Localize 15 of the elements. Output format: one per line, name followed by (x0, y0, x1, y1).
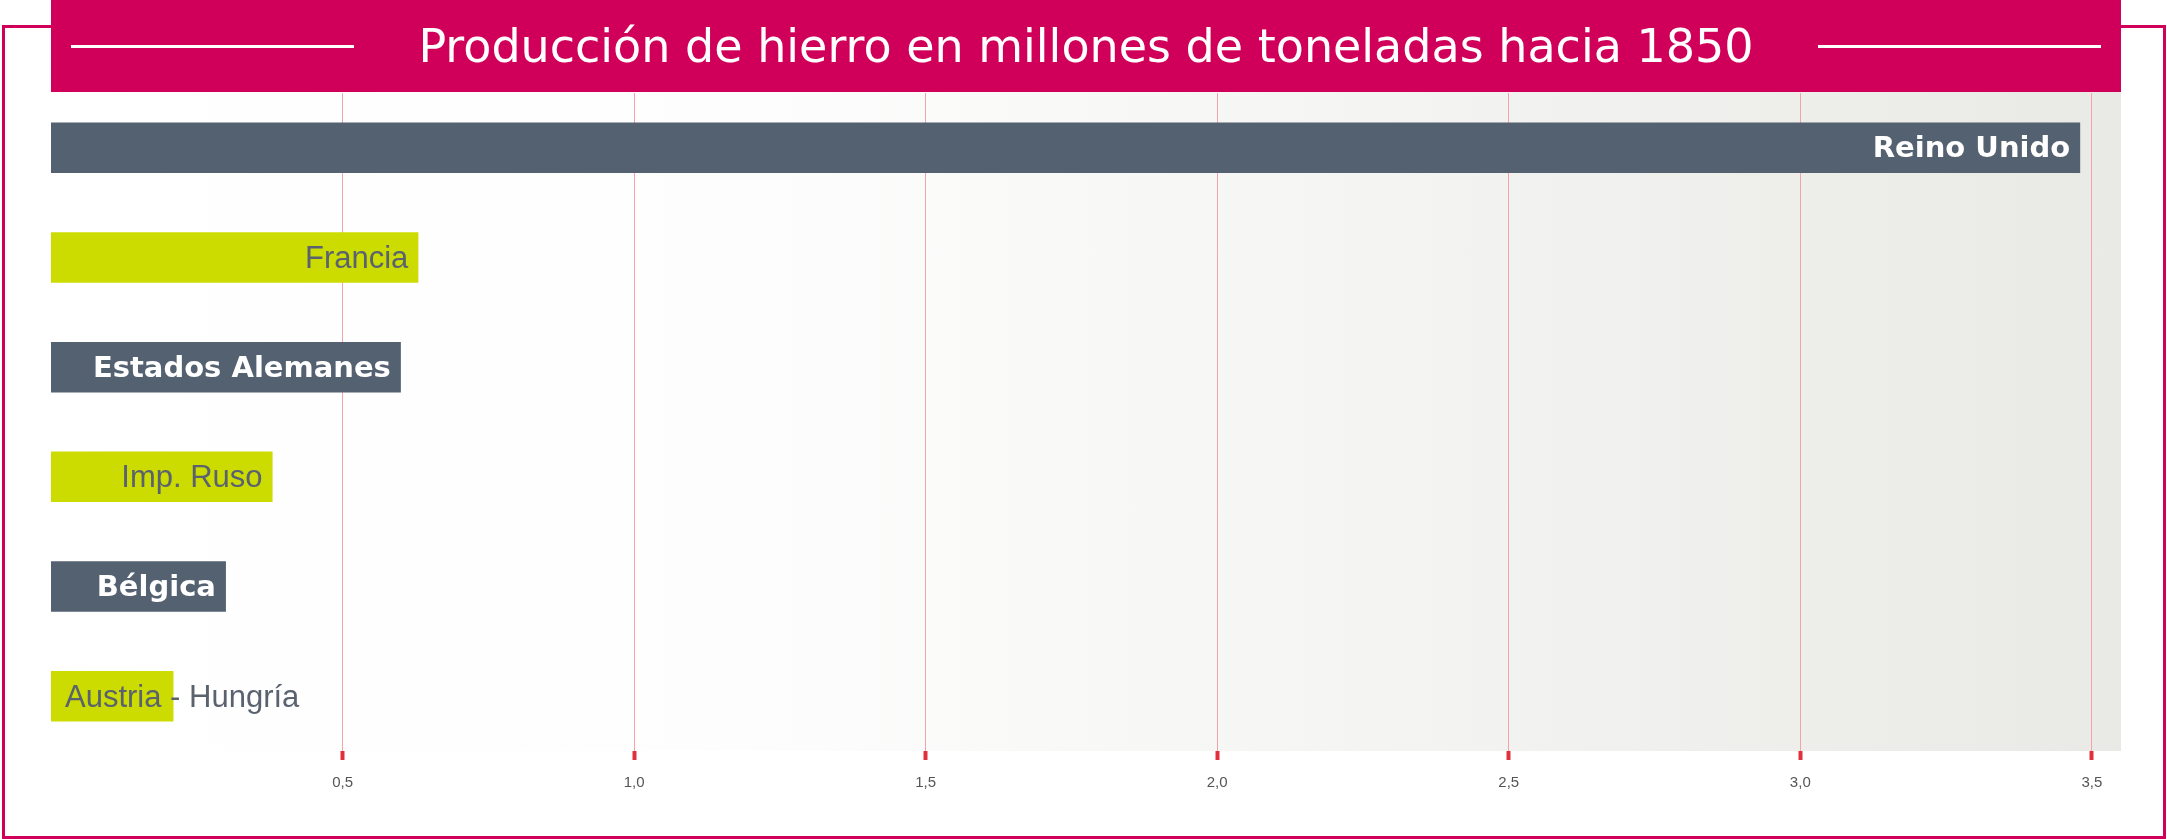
x-tick-label: 3,0 (1789, 773, 1811, 791)
bar (51, 122, 2081, 174)
y-tick-label: Reino Unido (1872, 130, 2071, 165)
x-tick-label: 3,5 (2081, 773, 2103, 791)
y-tick-label: Imp. Ruso (121, 459, 263, 495)
x-tick-label: 1,0 (623, 773, 645, 791)
chart-title: Producción de hierro en millones de toneladas hacia 1850 (418, 19, 1754, 73)
y-tick-label: Estados Alemanes (92, 349, 391, 384)
x-tick-label: 2,0 (1206, 773, 1228, 791)
y-tick-label: Francia (304, 240, 410, 276)
bar (51, 232, 419, 283)
x-tick-label: 2,5 (1498, 773, 1520, 791)
x-tick-label: 0,5 (332, 773, 353, 791)
y-tick-label: Bélgica (96, 569, 216, 604)
x-tick-label: 1,5 (915, 773, 937, 791)
